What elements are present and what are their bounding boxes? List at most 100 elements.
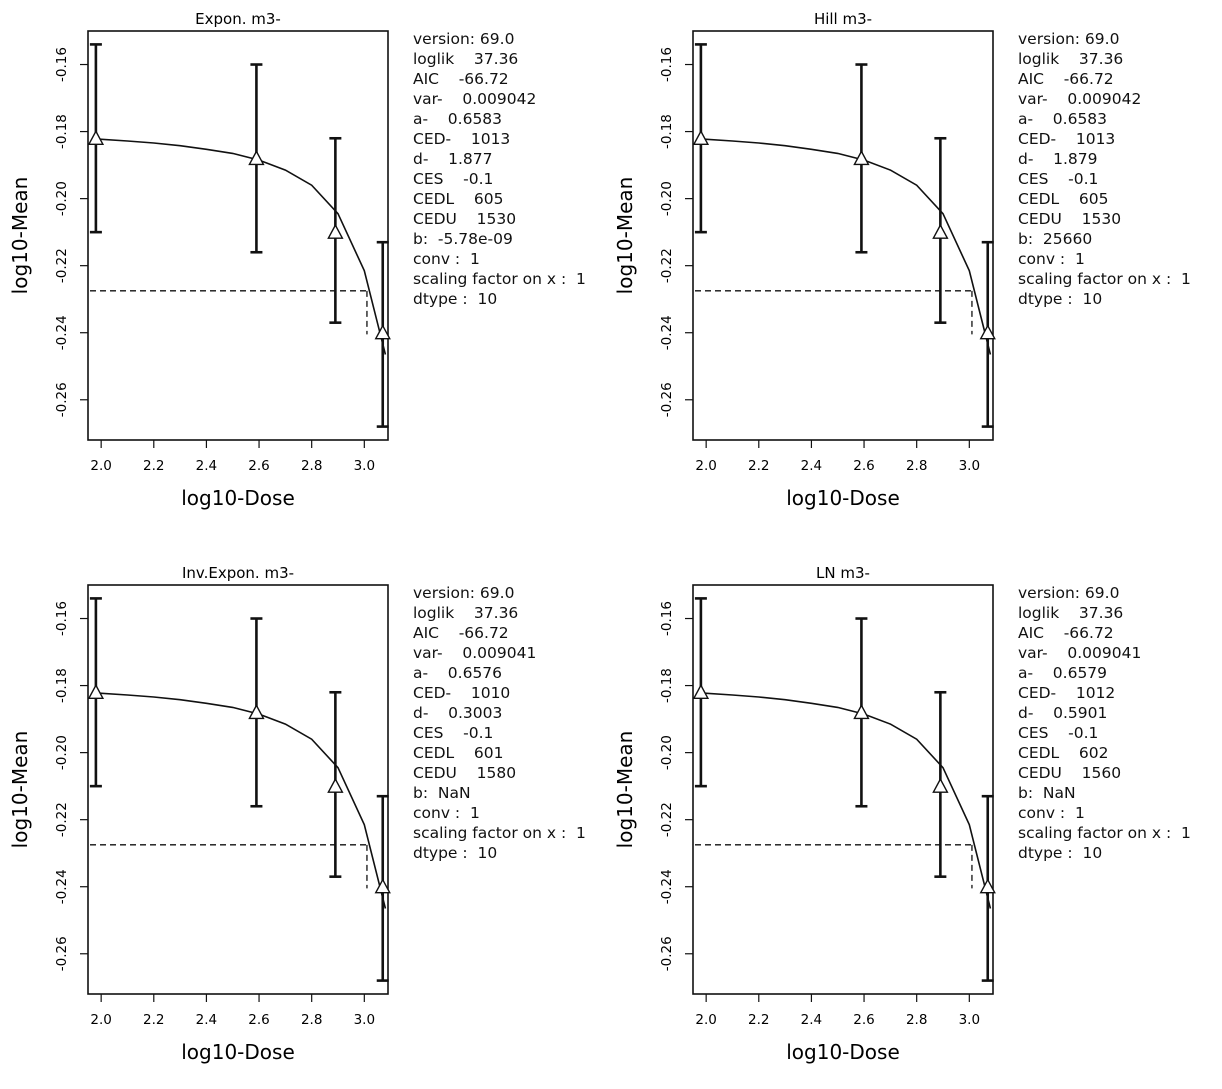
y-axis-label: log10-Mean [613,177,637,295]
y-tick-label: -0.24 [54,315,70,350]
parameter-line: scaling factor on x : 1 [1018,824,1191,842]
parameter-line: CEDU 1530 [413,210,517,228]
parameter-line: version: 69.0 [413,584,515,602]
y-tick-label: -0.22 [54,248,70,283]
x-axis-label: log10-Dose [181,1040,295,1064]
x-tick-label: 2.8 [906,458,927,474]
parameter-line: d- 1.879 [1018,150,1098,168]
parameter-line: dtype : 10 [413,844,498,862]
parameter-line: d- 0.5901 [1018,704,1108,722]
plot-frame [692,30,994,441]
parameter-line: CED- 1013 [413,130,511,148]
parameter-line: a- 0.6576 [413,664,503,682]
parameter-line: CEDL 605 [1018,190,1109,208]
fitted-curve [95,692,387,909]
y-tick-label: -0.16 [659,47,675,82]
x-tick-label: 2.2 [143,458,164,474]
data-point-triangle [932,777,949,793]
x-tick-label: 2.8 [301,1012,322,1028]
parameter-line: dtype : 10 [413,290,498,308]
x-tick-label: 2.2 [143,1012,164,1028]
parameter-line: var- 0.009041 [1018,644,1142,662]
x-tick-label: 2.8 [301,458,322,474]
parameter-line: loglik 37.36 [413,50,519,68]
y-tick-label: -0.24 [54,869,70,904]
chart-panel-ln: LN m3- 2.0 2.2 2.4 2.6 2.8 3.0 -0.16 -0.18 -0.20 -… [605,554,1216,1089]
chart-title: Expon. m3- [195,10,281,28]
parameter-line: CES -0.1 [1018,724,1099,742]
parameter-line: d- 1.877 [413,150,493,168]
data-point-triangle [853,149,870,166]
data-point-triangle [979,878,996,894]
parameter-line: dtype : 10 [1018,290,1103,308]
chart-title: Inv.Expon. m3- [182,564,294,582]
y-tick-label: -0.22 [54,802,70,837]
parameter-line: AIC -66.72 [1018,624,1114,642]
y-tick-label: -0.20 [54,181,70,216]
chart-panel-hill: Hill m3- 2.0 2.2 2.4 2.6 2.8 3.0 -0.16 -0.18 -0.2… [605,0,1216,535]
parameter-line: CEDU 1560 [1018,764,1122,782]
parameter-line: d- 0.3003 [413,704,503,722]
x-tick-label: 2.2 [748,458,769,474]
data-point-triangle [248,149,265,166]
chart-title: Hill m3- [814,10,872,28]
plot-frame [87,584,389,995]
parameter-line: dtype : 10 [1018,844,1103,862]
x-tick-label: 2.4 [196,1012,217,1028]
y-tick-label: -0.16 [54,601,70,636]
fitted-curve [700,138,992,355]
parameter-line: CES -0.1 [413,170,494,188]
plot-svg-expon: Expon. m3- 2.0 2.2 2.4 2.6 2.8 3.0 -0.16 -0.18 -0… [8,10,391,510]
fitted-curve [700,692,992,909]
data-point-triangle [932,223,949,239]
parameter-line: CED- 1010 [413,684,511,702]
parameter-line: CEDL 602 [1018,744,1109,762]
data-point-triangle [853,703,870,720]
data-point-triangle [374,324,391,340]
parameter-line: var- 0.009041 [413,644,537,662]
x-tick-label: 3.0 [959,1012,980,1028]
parameter-line: CEDL 605 [413,190,504,208]
y-tick-label: -0.18 [54,668,70,703]
parameter-line: var- 0.009042 [413,90,537,108]
parameter-line: AIC -66.72 [413,624,509,642]
data-point-triangle [979,324,996,340]
parameter-list-inv-expon: version: 69.0 loglik 37.36 AIC -66.72 var- … [413,583,586,863]
x-tick-label: 2.0 [90,1012,111,1028]
x-tick-label: 2.4 [801,458,822,474]
y-tick-label: -0.18 [659,114,675,149]
plot-svg-inv-expon: Inv.Expon. m3- 2.0 2.2 2.4 2.6 2.8 3.0 -0.16 -0.… [8,564,391,1064]
y-tick-label: -0.26 [659,382,675,417]
x-tick-label: 2.6 [853,458,874,474]
parameter-line: CEDU 1530 [1018,210,1122,228]
parameter-line: CEDU 1580 [413,764,517,782]
plot-svg-ln: LN m3- 2.0 2.2 2.4 2.6 2.8 3.0 -0.16 -0.18 -0.20 -… [613,564,996,1064]
chart-title: LN m3- [816,564,870,582]
parameter-line: a- 0.6579 [1018,664,1108,682]
y-axis-label: log10-Mean [8,177,32,295]
x-tick-label: 2.4 [801,1012,822,1028]
x-tick-label: 2.6 [248,1012,269,1028]
parameter-line: conv : 1 [1018,804,1085,822]
y-tick-label: -0.26 [659,936,675,971]
x-tick-label: 2.0 [695,458,716,474]
data-point-triangle [248,703,265,720]
parameter-line: CES -0.1 [413,724,494,742]
plot-frame [692,584,994,995]
parameter-line: version: 69.0 [1018,30,1120,48]
x-tick-label: 3.0 [354,458,375,474]
plot-svg-hill: Hill m3- 2.0 2.2 2.4 2.6 2.8 3.0 -0.16 -0.18 -0.2… [613,10,996,510]
x-tick-label: 2.8 [906,1012,927,1028]
y-axis-label: log10-Mean [613,731,637,849]
x-tick-label: 2.6 [248,458,269,474]
parameter-line: scaling factor on x : 1 [413,270,586,288]
parameter-line: var- 0.009042 [1018,90,1142,108]
parameter-line: CEDL 601 [413,744,504,762]
y-tick-label: -0.16 [659,601,675,636]
parameter-line: conv : 1 [1018,250,1085,268]
parameter-line: scaling factor on x : 1 [413,824,586,842]
parameter-line: loglik 37.36 [1018,604,1124,622]
parameter-line: a- 0.6583 [1018,110,1108,128]
parameter-line: a- 0.6583 [413,110,503,128]
chart-panel-expon: Expon. m3- 2.0 2.2 2.4 2.6 2.8 3.0 -0.16 -0.18 -0… [0,0,611,535]
